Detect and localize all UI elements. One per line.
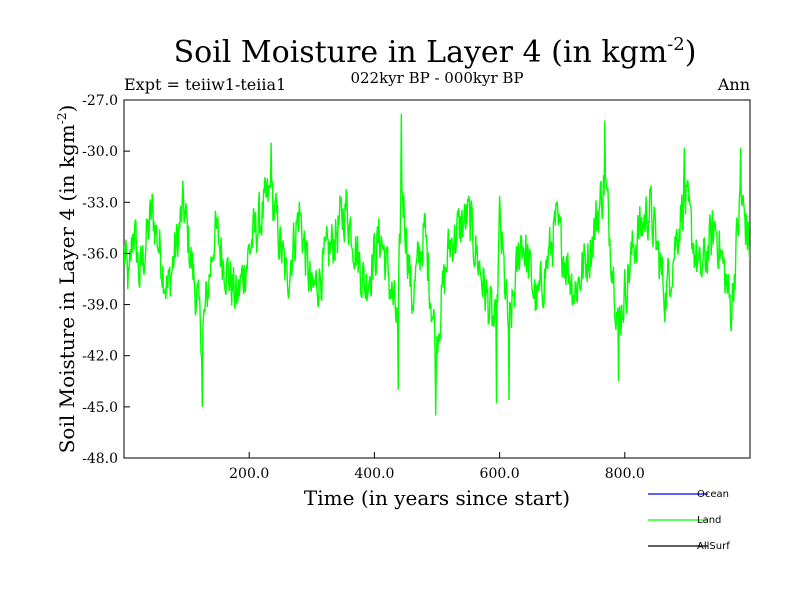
- x-tick-label: 800.0: [605, 466, 645, 482]
- y-tick-label: -27.0: [82, 93, 118, 109]
- land-legend-label: Land: [697, 515, 721, 526]
- y-axis-label: Soil Moisture in Layer 4 (in kgm-2): [55, 105, 79, 454]
- y-tick-label: -36.0: [82, 246, 118, 262]
- season-label: Ann: [717, 75, 750, 94]
- y-tick-label: -33.0: [82, 195, 118, 211]
- x-tick-label: 200.0: [229, 466, 269, 482]
- land-series-line: [124, 113, 750, 416]
- legend-item-land: Land: [648, 515, 721, 526]
- x-tick-label: 400.0: [354, 466, 394, 482]
- experiment-label: Expt = teiiw1-teiia1: [124, 75, 286, 94]
- allsurf-legend-label: AllSurf: [697, 541, 730, 552]
- y-tick-label: -48.0: [82, 451, 118, 467]
- y-axis: -27.0 -30.0 -33.0 -36.0 -39.0 -42.0 -45.0 -48.0: [82, 93, 130, 467]
- chart-subtitle: 022kyr BP - 000kyr BP: [350, 69, 523, 87]
- y-tick-label: -30.0: [82, 144, 118, 160]
- y-tick-label: -39.0: [82, 298, 118, 314]
- chart-title: Soil Moisture in Layer 4 (in kgm-2): [174, 34, 697, 70]
- ocean-legend-label: Ocean: [697, 489, 729, 500]
- x-tick-label: 600.0: [480, 466, 520, 482]
- legend-item-ocean: Ocean: [648, 489, 729, 500]
- x-axis: 200.0 400.0 600.0 800.0: [229, 452, 645, 482]
- plot-frame: [123, 99, 751, 459]
- y-tick-label: -45.0: [82, 400, 118, 416]
- series-group: [124, 113, 750, 416]
- y-tick-label: -42.0: [82, 349, 118, 365]
- x-axis-label: Time (in years since start): [304, 486, 570, 510]
- legend-item-allsurf: AllSurf: [648, 541, 730, 552]
- legend: Ocean Land AllSurf: [648, 489, 730, 552]
